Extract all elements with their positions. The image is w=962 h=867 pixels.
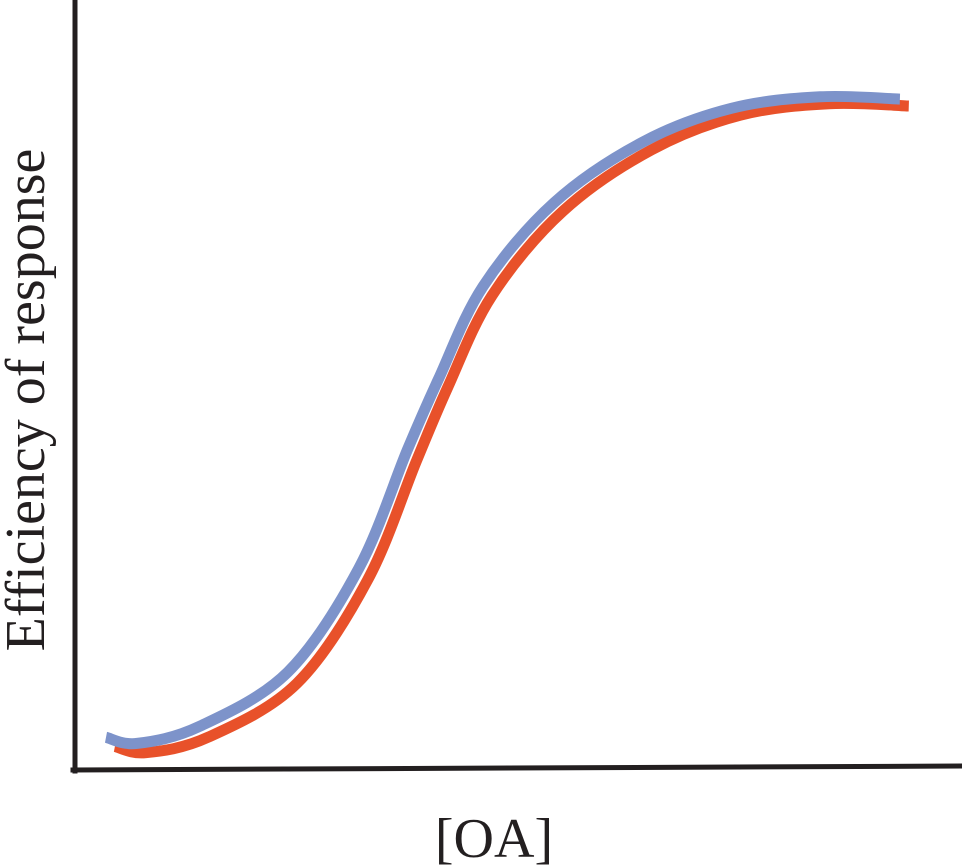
x-axis-line bbox=[70, 763, 962, 773]
series-line-2 bbox=[104, 90, 901, 750]
series-line-1 bbox=[113, 97, 910, 759]
y-axis-title: Efficiency of response bbox=[0, 149, 57, 652]
plot-series bbox=[104, 90, 910, 759]
x-axis-title: [OA] bbox=[435, 808, 553, 867]
